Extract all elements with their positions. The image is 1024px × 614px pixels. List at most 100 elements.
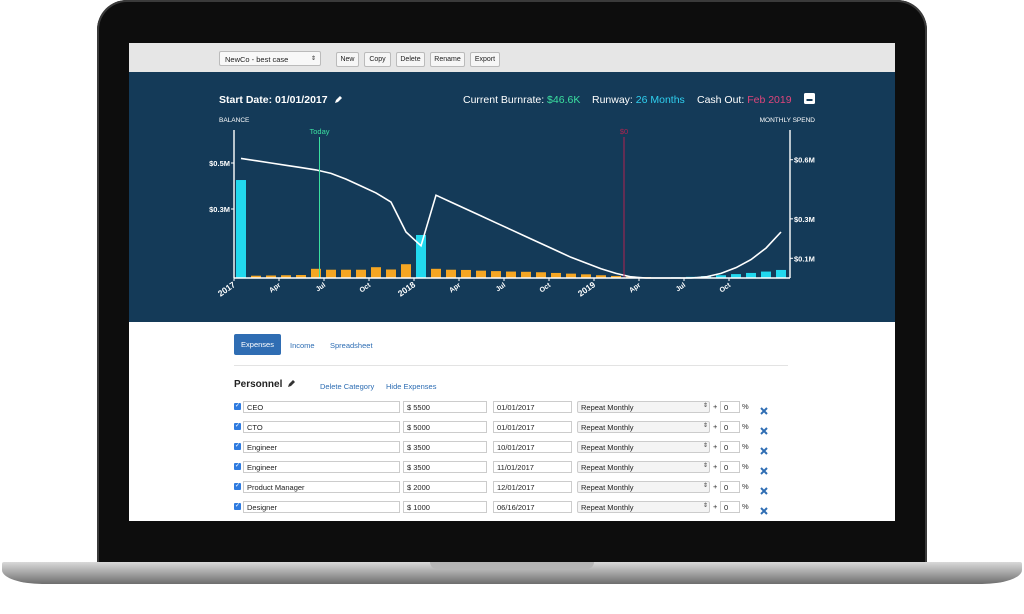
category-action[interactable]: Hide Expenses [386, 382, 437, 391]
category-title: Personnel [234, 379, 296, 390]
x-tick-label: Oct [359, 282, 373, 295]
name-input[interactable]: Product Manager [243, 481, 400, 493]
edit-icon[interactable] [287, 379, 296, 388]
amount-input[interactable]: $ 2000 [403, 481, 487, 493]
amount-input[interactable]: $ 3500 [403, 461, 487, 473]
repeat-select[interactable]: Repeat Monthly [577, 401, 710, 413]
repeat-select[interactable]: Repeat Monthly [577, 441, 710, 453]
bar [236, 180, 246, 278]
label: Runway: [592, 94, 633, 106]
collapse-icon[interactable] [804, 93, 815, 104]
y2-axis-title: MONTHLY SPEND [760, 117, 816, 124]
name-input[interactable]: Designer [243, 501, 400, 513]
label: Current Burnrate: [463, 94, 545, 106]
bar [476, 270, 486, 278]
growth-input[interactable]: 0 [720, 481, 740, 493]
runway: Runway: 26 Months [592, 94, 685, 106]
checkbox[interactable] [234, 423, 241, 430]
growth-input[interactable]: 0 [720, 421, 740, 433]
marker-label: $0 [620, 127, 628, 136]
toolbar-button[interactable]: New [336, 52, 359, 67]
toolbar-button[interactable]: Copy [364, 52, 391, 67]
bar [296, 275, 306, 278]
toolbar-button[interactable]: Export [470, 52, 500, 67]
plus-sign: + [713, 502, 718, 511]
repeat-select[interactable]: Repeat Monthly [577, 481, 710, 493]
balance-line [240, 157, 782, 279]
check-mark: ✓ [235, 403, 241, 409]
edit-icon[interactable] [334, 95, 343, 104]
date-input[interactable]: 10/01/2017 [493, 441, 572, 453]
select-arrows: ⇕ [703, 463, 709, 469]
bar [746, 272, 756, 278]
growth-input[interactable]: 0 [720, 501, 740, 513]
laptop-notch [430, 562, 594, 569]
tab[interactable]: Spreadsheet [330, 341, 373, 350]
name-input[interactable]: Engineer [243, 441, 400, 453]
checkbox[interactable] [234, 403, 241, 410]
bar [251, 275, 261, 278]
bar [311, 268, 321, 278]
bar [596, 275, 606, 278]
name-input[interactable]: CTO [243, 421, 400, 433]
check-mark: ✓ [235, 463, 241, 469]
bar [401, 264, 411, 278]
value: $46.6K [547, 94, 581, 106]
bar [281, 275, 291, 278]
x-tick-label: Oct [719, 282, 733, 295]
name-input[interactable]: CEO [243, 401, 400, 413]
select-arrows: ⇕ [703, 403, 709, 409]
start-date: Start Date: 01/01/2017 [219, 94, 343, 106]
checkbox[interactable] [234, 483, 241, 490]
delete-icon[interactable] [760, 482, 768, 495]
category-action[interactable]: Delete Category [320, 382, 375, 391]
bar [341, 269, 351, 278]
amount-input[interactable]: $ 1000 [403, 501, 487, 513]
date-input[interactable]: 11/01/2017 [493, 461, 572, 473]
bar [506, 271, 516, 278]
delete-icon[interactable] [760, 442, 768, 455]
bar [266, 275, 276, 278]
date-input[interactable]: 01/01/2017 [493, 401, 572, 413]
x-tick-label: 2017 [216, 279, 237, 298]
x-tick-label: Apr [268, 282, 282, 295]
amount-input[interactable]: $ 5500 [403, 401, 487, 413]
toolbar-button[interactable]: Rename [430, 52, 465, 67]
x-tick-label: 2018 [396, 279, 417, 298]
checkbox[interactable] [234, 443, 241, 450]
delete-icon[interactable] [760, 462, 768, 475]
tab-active[interactable]: Expenses [234, 334, 281, 355]
repeat-select[interactable]: Repeat Monthly [577, 461, 710, 473]
x-tick-label: 2019 [576, 279, 597, 298]
scenario-select[interactable]: NewCo - best case ⇕ [219, 51, 321, 66]
amount-input[interactable]: $ 3500 [403, 441, 487, 453]
toolbar-button[interactable]: Delete [396, 52, 425, 67]
date-input[interactable]: 06/16/2017 [493, 501, 572, 513]
check-mark: ✓ [235, 483, 241, 489]
checkbox[interactable] [234, 463, 241, 470]
amount-input[interactable]: $ 5000 [403, 421, 487, 433]
tab[interactable]: Income [290, 341, 315, 350]
date-input[interactable]: 12/01/2017 [493, 481, 572, 493]
percent-sign: % [742, 482, 749, 491]
delete-icon[interactable] [760, 402, 768, 415]
delete-icon[interactable] [760, 502, 768, 515]
name-input[interactable]: Engineer [243, 461, 400, 473]
bar [371, 267, 381, 278]
growth-input[interactable]: 0 [720, 461, 740, 473]
bar [356, 269, 366, 278]
value: 01/01/2017 [275, 94, 328, 106]
cash-out: Cash Out: Feb 2019 [697, 94, 792, 106]
y-axis-title: BALANCE [219, 117, 250, 124]
repeat-select[interactable]: Repeat Monthly [577, 421, 710, 433]
delete-icon[interactable] [760, 422, 768, 435]
date-input[interactable]: 01/01/2017 [493, 421, 572, 433]
y2-tick-label: $0.1M [794, 254, 815, 263]
y-tick-label: $0.3M [209, 205, 230, 214]
growth-input[interactable]: 0 [720, 441, 740, 453]
checkbox[interactable] [234, 503, 241, 510]
bar [776, 269, 786, 278]
growth-input[interactable]: 0 [720, 401, 740, 413]
repeat-select[interactable]: Repeat Monthly [577, 501, 710, 513]
